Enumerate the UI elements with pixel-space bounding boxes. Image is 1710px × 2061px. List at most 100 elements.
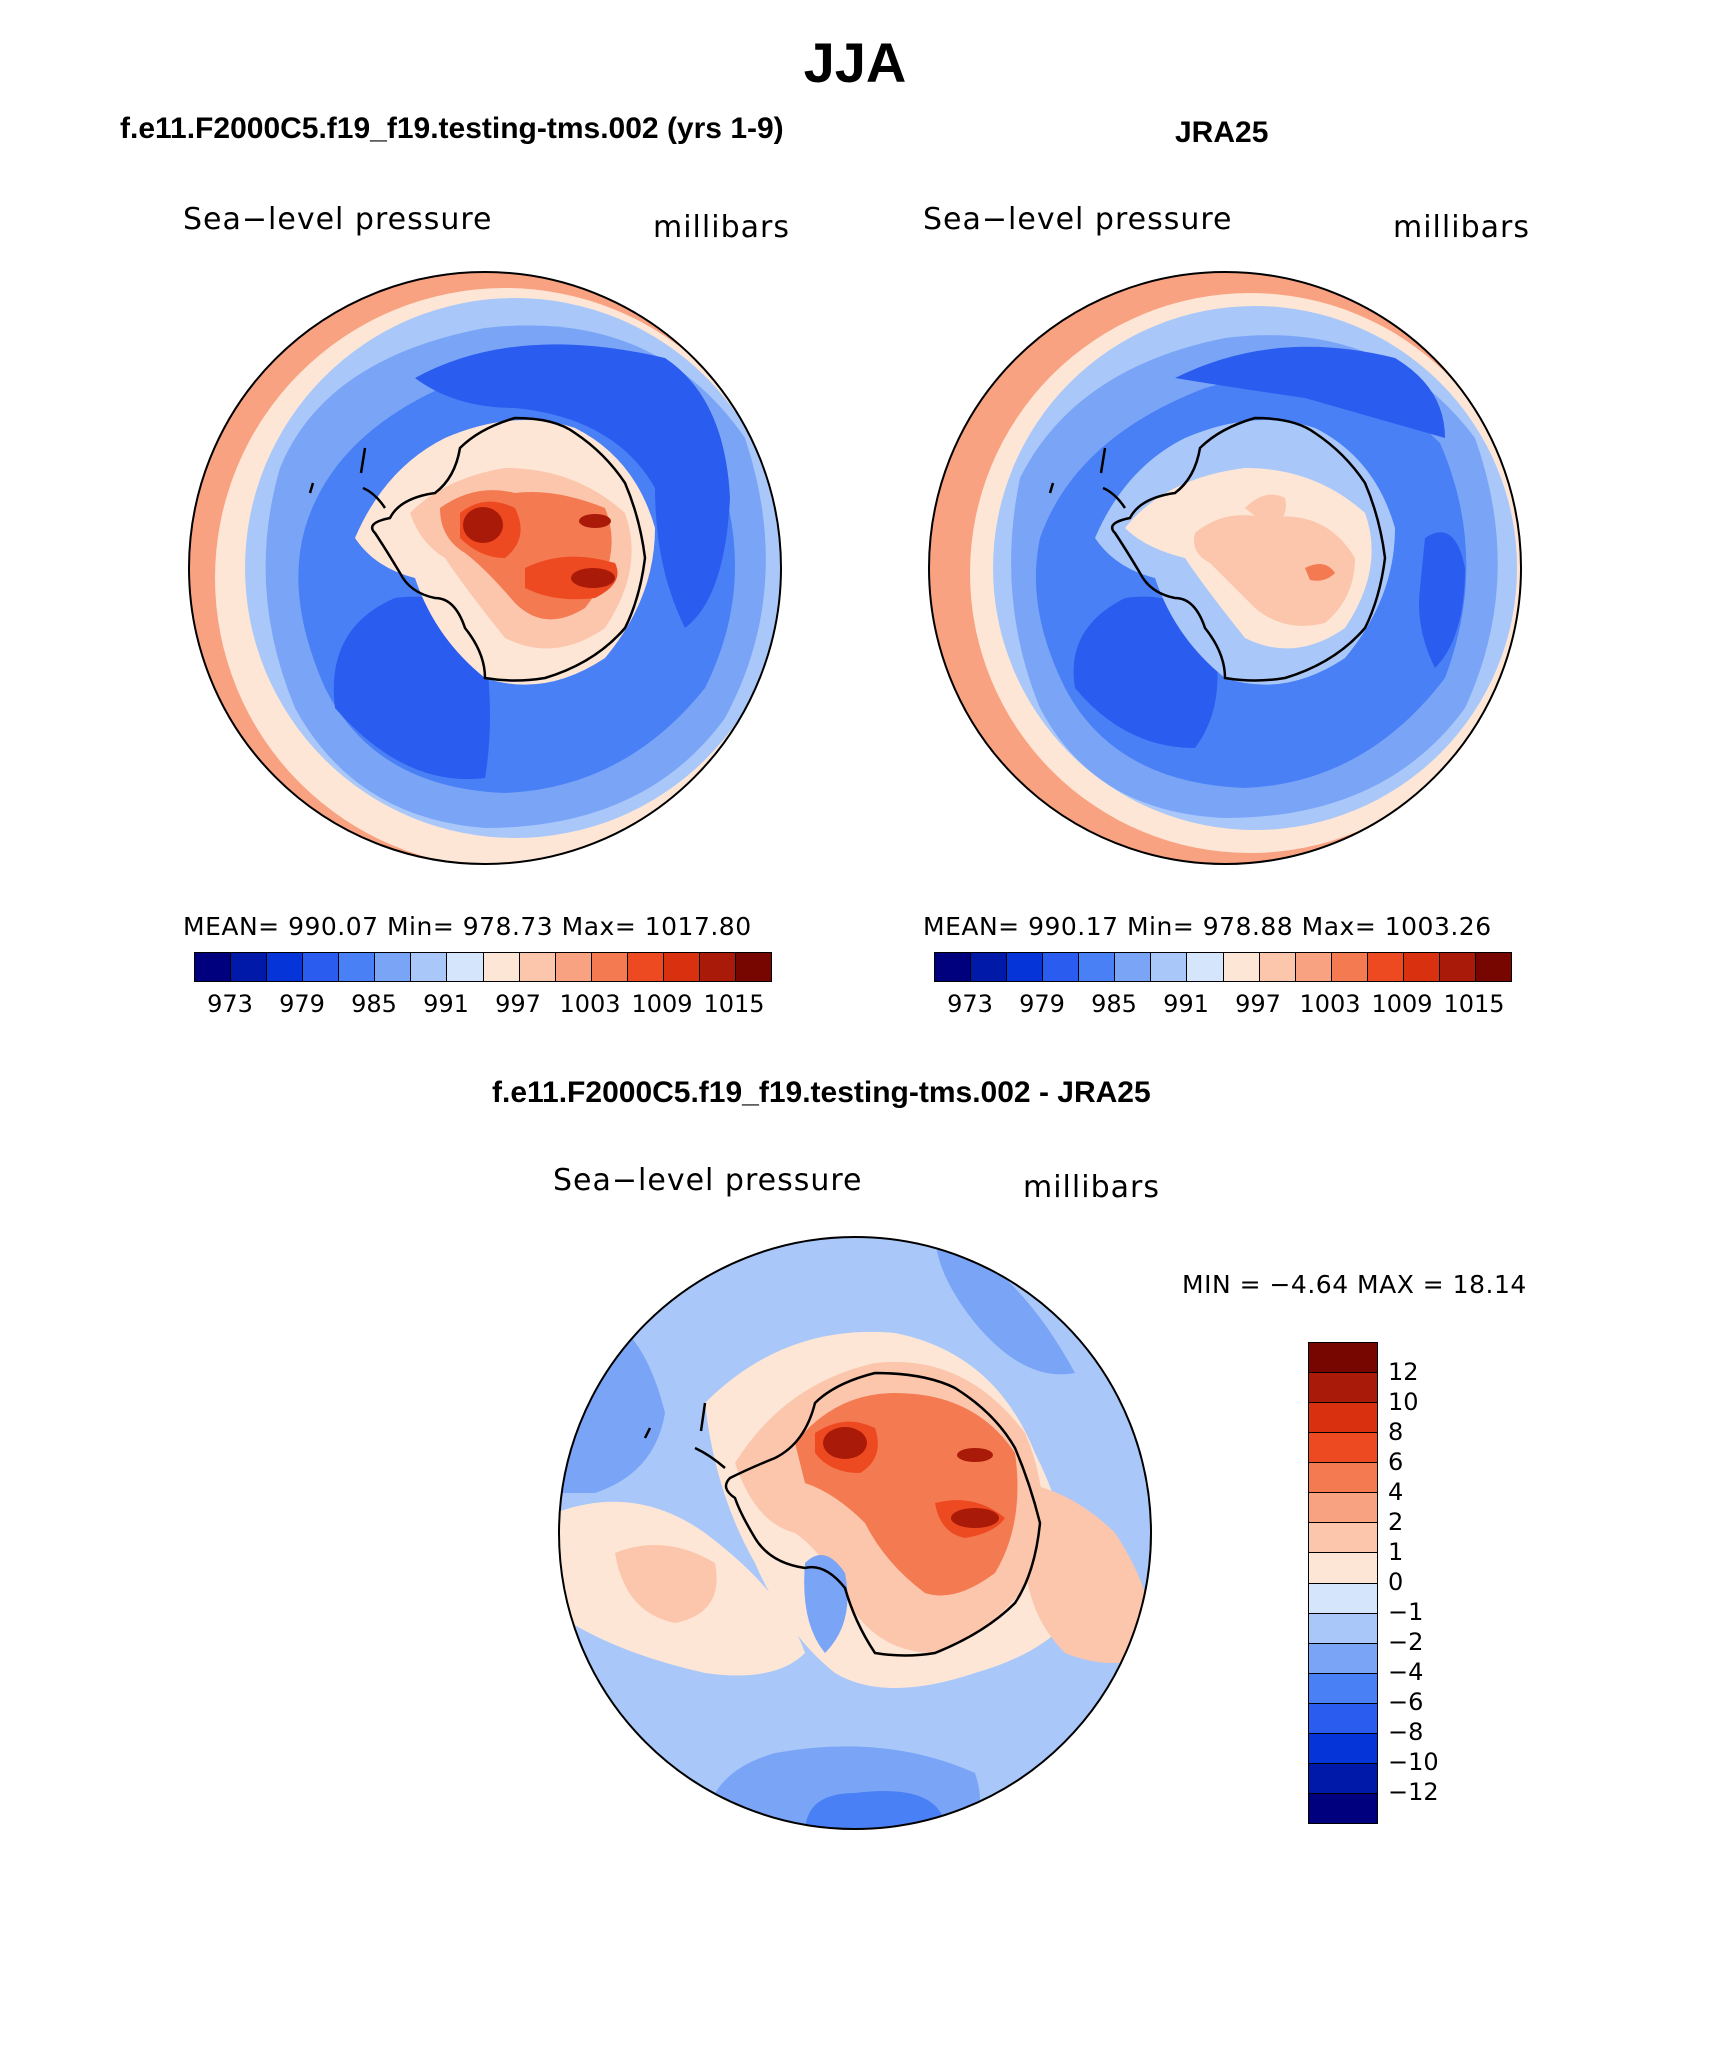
colorbar-model-tick-label: 997 bbox=[495, 990, 541, 1018]
colorbar-diff-tick-label: −10 bbox=[1388, 1748, 1439, 1776]
colorbar-obs-tick-label: 973 bbox=[947, 990, 993, 1018]
colorbar-diff-swatch bbox=[1309, 1462, 1377, 1493]
colorbar-diff-swatch bbox=[1309, 1792, 1377, 1823]
colorbar-diff-tick-label: 0 bbox=[1388, 1568, 1404, 1596]
colorbar-diff-swatch bbox=[1309, 1672, 1377, 1703]
variable-label-model: Sea−level pressure bbox=[183, 202, 493, 237]
colorbar-obs-tick-label: 985 bbox=[1091, 990, 1137, 1018]
stats-diff: MIN = −4.64 MAX = 18.14 bbox=[1182, 1270, 1527, 1299]
colorbar-model-tick-label: 1009 bbox=[631, 990, 693, 1018]
colorbar-obs-tick-label: 979 bbox=[1019, 990, 1065, 1018]
colorbar-model-swatch bbox=[338, 953, 375, 981]
colorbar-obs-tick-label: 991 bbox=[1163, 990, 1209, 1018]
colorbar-diff-swatch bbox=[1309, 1702, 1377, 1733]
colorbar-model-swatch bbox=[374, 953, 411, 981]
colorbar-model-swatch bbox=[482, 953, 519, 981]
colorbar-model-tick-label: 985 bbox=[351, 990, 397, 1018]
colorbar-obs-swatch bbox=[1330, 953, 1367, 981]
colorbar-obs-swatch bbox=[935, 953, 971, 981]
variable-label-obs: Sea−level pressure bbox=[923, 202, 1233, 237]
colorbar-model-swatch bbox=[662, 953, 699, 981]
colorbar-diff-tick-label: 10 bbox=[1388, 1388, 1419, 1416]
colorbar-model-tick-label: 979 bbox=[279, 990, 325, 1018]
colorbar-diff-swatch bbox=[1309, 1343, 1377, 1373]
colorbar-ticks-diff: 12 10 8 6 4 2 1 0 −1 −2 −4 −6 −8 −10 −12 bbox=[1388, 1342, 1468, 1822]
colorbar-obs-swatch bbox=[1042, 953, 1079, 981]
colorbar-obs bbox=[934, 952, 1512, 982]
stats-obs: MEAN= 990.17 Min= 978.88 Max= 1003.26 bbox=[923, 912, 1492, 941]
polar-map-model bbox=[188, 271, 782, 865]
colorbar-ticks-model: 973 979 985 991 997 1003 1009 1015 bbox=[194, 990, 770, 1020]
colorbar-diff-swatch bbox=[1309, 1522, 1377, 1553]
units-label-diff: millibars bbox=[1023, 1170, 1160, 1205]
colorbar-model-swatch bbox=[590, 953, 627, 981]
colorbar-ticks-obs: 973 979 985 991 997 1003 1009 1015 bbox=[934, 990, 1510, 1020]
panel-title-diff: f.e11.F2000C5.f19_f19.testing-tms.002 - … bbox=[492, 1076, 1151, 1109]
colorbar-model-swatch bbox=[230, 953, 267, 981]
colorbar-model-swatch bbox=[195, 953, 231, 981]
colorbar-diff-tick-label: −8 bbox=[1388, 1718, 1424, 1746]
colorbar-diff-swatch bbox=[1309, 1402, 1377, 1433]
colorbar-model-swatch bbox=[266, 953, 303, 981]
colorbar-diff-tick-label: 8 bbox=[1388, 1418, 1404, 1446]
colorbar-model-swatch bbox=[518, 953, 555, 981]
colorbar-diff-swatch bbox=[1309, 1372, 1377, 1403]
colorbar-diff-tick-label: −12 bbox=[1388, 1778, 1439, 1806]
panel-title-model: f.e11.F2000C5.f19_f19.testing-tms.002 (y… bbox=[120, 112, 784, 145]
colorbar-obs-swatch bbox=[1402, 953, 1439, 981]
colorbar-obs-swatch bbox=[1294, 953, 1331, 981]
units-label-obs: millibars bbox=[1393, 210, 1530, 245]
colorbar-model-swatch bbox=[446, 953, 483, 981]
colorbar-model bbox=[194, 952, 772, 982]
colorbar-obs-swatch bbox=[1150, 953, 1187, 981]
colorbar-obs-swatch bbox=[1078, 953, 1115, 981]
colorbar-obs-swatch bbox=[1114, 953, 1151, 981]
colorbar-model-swatch bbox=[302, 953, 339, 981]
colorbar-model-swatch bbox=[626, 953, 663, 981]
colorbar-model-swatch bbox=[554, 953, 591, 981]
colorbar-diff-tick-label: −1 bbox=[1388, 1598, 1424, 1626]
units-label-model: millibars bbox=[653, 210, 790, 245]
variable-label-diff: Sea−level pressure bbox=[553, 1163, 863, 1198]
colorbar-diff-swatch bbox=[1309, 1612, 1377, 1643]
colorbar-diff-swatch bbox=[1309, 1642, 1377, 1673]
colorbar-obs-tick-label: 1009 bbox=[1371, 990, 1433, 1018]
colorbar-obs-swatch bbox=[1438, 953, 1475, 981]
colorbar-model-tick-label: 973 bbox=[207, 990, 253, 1018]
colorbar-model-tick-label: 1003 bbox=[559, 990, 621, 1018]
colorbar-obs-swatch bbox=[1006, 953, 1043, 981]
colorbar-diff-tick-label: 6 bbox=[1388, 1448, 1404, 1476]
colorbar-diff-swatch bbox=[1309, 1432, 1377, 1463]
colorbar-diff bbox=[1308, 1342, 1378, 1824]
colorbar-diff-swatch bbox=[1309, 1582, 1377, 1613]
colorbar-diff-tick-label: −6 bbox=[1388, 1688, 1424, 1716]
colorbar-obs-swatch bbox=[1474, 953, 1511, 981]
colorbar-model-tick-label: 1015 bbox=[703, 990, 765, 1018]
colorbar-diff-swatch bbox=[1309, 1732, 1377, 1763]
colorbar-obs-swatch bbox=[1222, 953, 1259, 981]
colorbar-diff-tick-label: 12 bbox=[1388, 1358, 1419, 1386]
polar-map-diff bbox=[558, 1236, 1152, 1830]
colorbar-model-swatch bbox=[410, 953, 447, 981]
colorbar-diff-tick-label: 1 bbox=[1388, 1538, 1404, 1566]
colorbar-diff-swatch bbox=[1309, 1492, 1377, 1523]
colorbar-diff-swatch bbox=[1309, 1552, 1377, 1583]
colorbar-diff-tick-label: 2 bbox=[1388, 1508, 1404, 1536]
colorbar-obs-swatch bbox=[1258, 953, 1295, 981]
colorbar-obs-tick-label: 997 bbox=[1235, 990, 1281, 1018]
colorbar-diff-tick-label: −2 bbox=[1388, 1628, 1424, 1656]
colorbar-model-tick-label: 991 bbox=[423, 990, 469, 1018]
colorbar-diff-swatch bbox=[1309, 1762, 1377, 1793]
colorbar-diff-tick-label: 4 bbox=[1388, 1478, 1404, 1506]
colorbar-model-swatch bbox=[734, 953, 771, 981]
colorbar-obs-swatch bbox=[970, 953, 1007, 981]
polar-map-obs bbox=[928, 271, 1522, 865]
colorbar-model-swatch bbox=[698, 953, 735, 981]
colorbar-obs-swatch bbox=[1366, 953, 1403, 981]
colorbar-diff-tick-label: −4 bbox=[1388, 1658, 1424, 1686]
stats-model: MEAN= 990.07 Min= 978.73 Max= 1017.80 bbox=[183, 912, 752, 941]
colorbar-obs-tick-label: 1003 bbox=[1299, 990, 1361, 1018]
colorbar-obs-tick-label: 1015 bbox=[1443, 990, 1505, 1018]
panel-title-obs: JRA25 bbox=[1175, 116, 1269, 149]
figure-title: JJA bbox=[803, 31, 907, 94]
